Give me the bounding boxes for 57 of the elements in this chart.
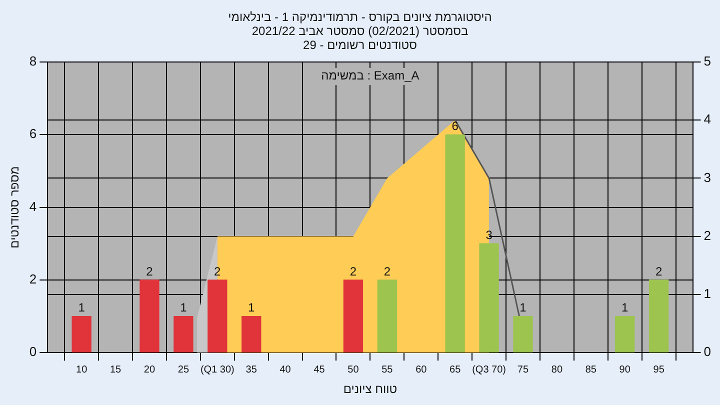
- bar: [242, 316, 262, 352]
- x-tick-label: 40: [280, 364, 292, 376]
- x-tick-label: 90: [619, 364, 631, 376]
- bar: [513, 316, 533, 352]
- data-label: 1: [78, 300, 86, 315]
- x-tick-label: 35: [246, 364, 258, 376]
- y-tick-label: 4: [29, 198, 37, 214]
- y2-tick-label: 5: [704, 54, 712, 69]
- x-tick-label: 80: [551, 364, 563, 376]
- x-tick-label: 85: [585, 364, 597, 376]
- bar: [343, 280, 364, 352]
- bar: [445, 134, 465, 352]
- x-tick-label: 10: [76, 364, 88, 376]
- bar: [479, 243, 499, 352]
- y2-tick-label: 4: [704, 112, 712, 127]
- data-label: 2: [146, 264, 154, 278]
- x-tick-label: 95: [653, 364, 665, 376]
- bar: [174, 316, 194, 352]
- chart-title: היסטוגרמת ציונים בקורס - תרמודינמיקה 1 - בינלאומי: [227, 10, 493, 24]
- data-label: 1: [622, 300, 629, 315]
- bar: [140, 280, 160, 352]
- x-tick-label: 55: [382, 364, 394, 376]
- x-tick-label: 20: [144, 364, 156, 376]
- x-tick-label: 15: [110, 364, 122, 376]
- bar: [648, 280, 669, 352]
- data-label: 2: [384, 264, 391, 278]
- x-tick-label: 45: [314, 364, 326, 376]
- y-tick-label: 6: [29, 126, 37, 142]
- data-label: 1: [248, 300, 256, 315]
- annotation: במשימה : Exam_A: [321, 68, 420, 82]
- data-label: 3: [486, 228, 493, 242]
- x-tick-label: 75: [517, 364, 529, 376]
- chart-subtitle: בסמסטר (02/2021) סמסטר אביב 2021/22 סטודנטים רשומים - 29: [250, 24, 470, 52]
- x-tick-label: 65: [450, 364, 462, 376]
- data-label: 1: [520, 300, 527, 315]
- x-axis-title: טווח ציונים: [343, 382, 398, 396]
- x-tick-label: 60: [416, 364, 428, 376]
- bar: [72, 316, 92, 352]
- y-tick-label: 2: [29, 272, 37, 287]
- x-tick-label: 50: [348, 364, 360, 376]
- bar: [377, 280, 398, 352]
- y2-tick-label: 0: [704, 344, 712, 360]
- bar: [208, 280, 228, 352]
- data-label: 1: [180, 300, 188, 315]
- x-tick-label: 25: [178, 364, 190, 376]
- data-label: 2: [350, 264, 357, 278]
- data-label: 6: [452, 118, 459, 133]
- y-tick-label: 8: [29, 54, 37, 69]
- bar: [615, 316, 635, 352]
- y2-tick-label: 2: [704, 228, 712, 243]
- y-axis-title: מספר סטודנטים: [8, 166, 22, 248]
- x-tick-label: (Q1 30): [200, 364, 234, 376]
- x-tick-label: (Q3 70): [472, 364, 506, 376]
- y2-tick-label: 1: [704, 286, 712, 302]
- data-label: 2: [655, 264, 662, 278]
- y-tick-label: 0: [29, 344, 37, 360]
- y2-tick-label: 3: [704, 170, 712, 185]
